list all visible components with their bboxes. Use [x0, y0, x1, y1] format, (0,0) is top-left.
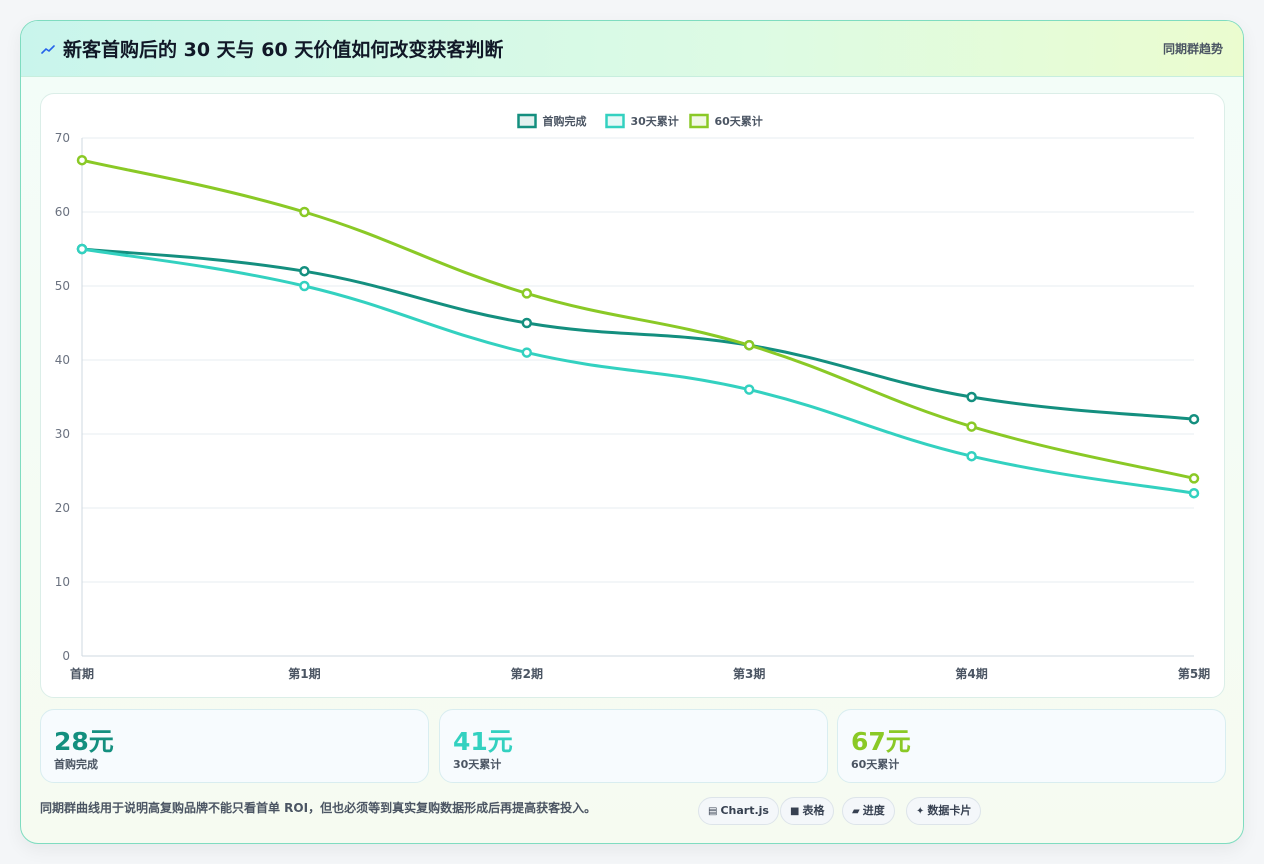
data-point[interactable] — [1188, 413, 1200, 425]
pill-chartjs[interactable]: ▤ Chart.js — [698, 797, 779, 825]
chart-panel: 0 10 20 30 40 50 60 70 首期 第1期 第2期 第3期 第4期 第5期 首购完成 30天累… — [40, 93, 1225, 698]
legend-label[interactable]: 30天累计 — [631, 114, 679, 128]
x-tick-label: 首期 — [70, 666, 94, 681]
data-point[interactable] — [521, 347, 533, 358]
card-header: 新客首购后的 30 天与 60 天价值如何改变获客判断 同期群趋势 — [21, 21, 1243, 77]
stat-label: 30天累计 — [453, 758, 502, 771]
pill-data-card[interactable]: ✦ 数据卡片 — [906, 797, 982, 825]
pill-label: 进度 — [862, 804, 885, 817]
sparkle-icon: ✦ — [916, 806, 925, 817]
x-tick-label: 第1期 — [288, 666, 320, 681]
y-tick-label: 20 — [55, 501, 70, 515]
y-tick-label: 0 — [62, 649, 70, 663]
y-tick-label: 50 — [55, 279, 70, 293]
data-point[interactable] — [299, 280, 310, 292]
chart-card: 新客首购后的 30 天与 60 天价值如何改变获客判断 同期群趋势 0 10 20 3… — [20, 20, 1244, 844]
x-tick-label: 第3期 — [733, 666, 765, 681]
y-tick-label: 60 — [55, 205, 70, 219]
footer-note: 同期群曲线用于说明高复购品牌不能只看首单 ROI，但也必须等到真实复购数据形成后… — [40, 801, 597, 815]
legend-label[interactable]: 60天累计 — [715, 114, 763, 128]
legend-swatch — [605, 113, 625, 129]
data-point[interactable] — [1188, 473, 1200, 484]
data-point[interactable] — [1188, 487, 1200, 499]
table-icon: ■ — [790, 806, 800, 817]
stat-value: 67元 — [851, 727, 911, 756]
series-line-0 — [81, 247, 1195, 421]
data-point[interactable] — [966, 450, 977, 462]
stat-label: 60天累计 — [851, 758, 900, 771]
pill-progress[interactable]: ▰ 进度 — [842, 797, 895, 825]
stat-card-first-purchase: 28元 首购完成 — [40, 709, 429, 783]
data-point[interactable] — [299, 206, 310, 218]
chart-icon: ▤ — [708, 806, 718, 817]
series-line-1 — [81, 247, 1195, 495]
y-tick-label: 40 — [55, 353, 70, 367]
cohort-badge: 同期群趋势 — [1162, 42, 1223, 56]
line-chart: 0 10 20 30 40 50 60 70 首期 第1期 第2期 第3期 第4期 第5期 首购完成 30天累… — [55, 113, 1210, 681]
data-point[interactable] — [521, 317, 533, 329]
y-tick-label: 30 — [55, 427, 70, 441]
pill-label: 数据卡片 — [927, 804, 972, 817]
stat-value: 41元 — [453, 727, 513, 756]
data-point[interactable] — [299, 265, 310, 277]
x-tick-label: 第5期 — [1178, 666, 1210, 681]
legend-swatch — [689, 113, 709, 129]
pill-label: Chart.js — [720, 804, 769, 817]
data-point[interactable] — [966, 421, 977, 432]
stat-cards: 28元 首购完成 41元 30天累计 67元 60天累计 — [40, 709, 1226, 783]
data-point[interactable] — [743, 384, 755, 395]
y-tick-label: 10 — [55, 575, 70, 589]
data-point[interactable] — [76, 243, 88, 255]
stat-card-60-day: 67元 60天累计 — [837, 709, 1226, 783]
pill-label: 表格 — [802, 804, 825, 817]
stat-card-30-day: 41元 30天累计 — [439, 709, 828, 783]
x-tick-label: 第2期 — [511, 666, 543, 681]
data-point[interactable] — [76, 154, 88, 166]
trend-icon — [41, 45, 55, 54]
legend-label[interactable]: 首购完成 — [543, 114, 587, 128]
legend-swatch — [517, 113, 537, 129]
data-point[interactable] — [521, 288, 533, 299]
data-point[interactable] — [966, 391, 977, 403]
chart-title: 新客首购后的 30 天与 60 天价值如何改变获客判断 — [63, 39, 504, 61]
pill-table[interactable]: ■ 表格 — [780, 797, 835, 825]
series-line-2 — [81, 158, 1195, 480]
stat-label: 首购完成 — [54, 758, 98, 771]
x-tick-label: 第4期 — [955, 666, 987, 681]
stat-value: 28元 — [54, 727, 114, 756]
y-tick-label: 70 — [55, 131, 70, 145]
progress-icon: ▰ — [852, 806, 860, 817]
data-point[interactable] — [743, 339, 755, 351]
